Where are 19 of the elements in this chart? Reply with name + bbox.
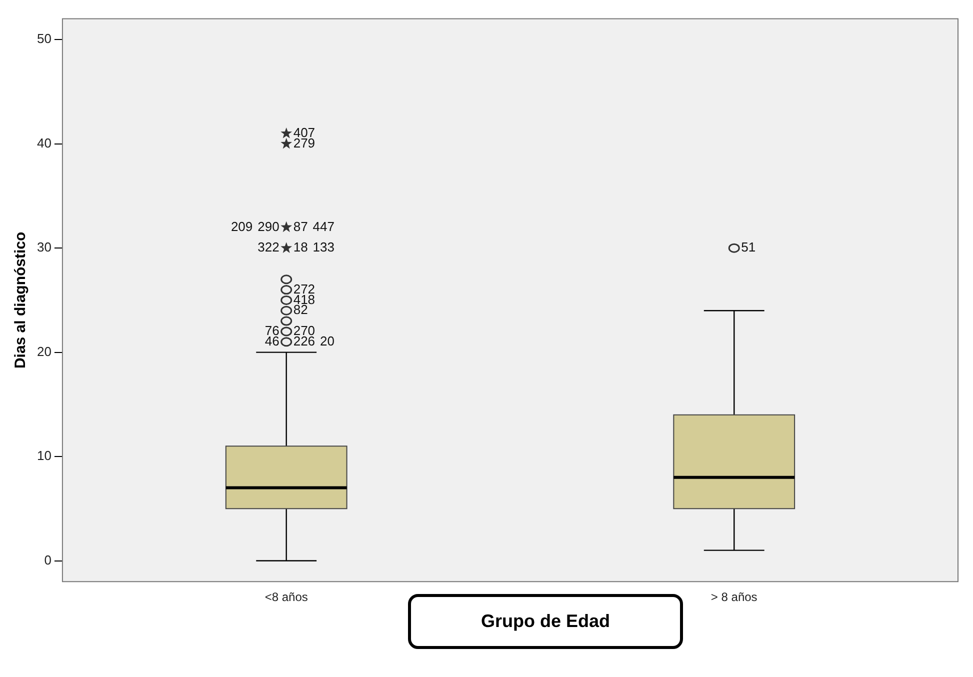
y-tick-label: 50	[36, 31, 52, 46]
y-axis-title: Dias al diagnóstico	[12, 232, 30, 369]
x-tick-label: > 8 años	[710, 590, 758, 604]
x-axis-title: Grupo de Edad	[408, 594, 683, 649]
annotation: 209	[230, 218, 253, 234]
y-tick-label: 0	[44, 552, 52, 568]
annotation: 322	[258, 240, 280, 255]
x-tick-label: <8 años	[264, 590, 308, 604]
annotation: 87	[293, 218, 308, 234]
y-tick-label: 40	[36, 135, 52, 150]
y-tick-label: 20	[36, 344, 52, 359]
annotation: 51	[741, 240, 756, 255]
annotation: 20	[320, 333, 335, 348]
annotation: 290	[258, 218, 280, 234]
y-tick-label: 10	[36, 448, 52, 464]
annotation: 133	[312, 240, 335, 255]
annotation: 447	[312, 218, 335, 234]
y-tick-label: 30	[36, 240, 52, 255]
annotation: 18	[293, 240, 308, 255]
